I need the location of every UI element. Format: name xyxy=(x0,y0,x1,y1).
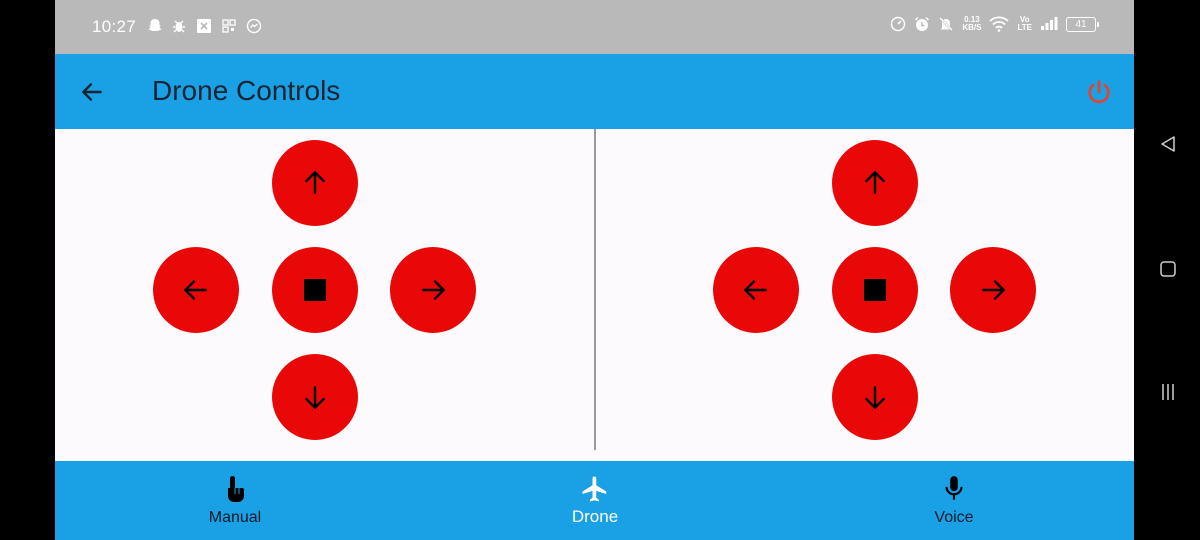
controls-area xyxy=(55,129,1134,461)
arrow-down-icon xyxy=(304,386,326,410)
battery-level: 41 xyxy=(1066,16,1096,32)
nav-item-manual[interactable]: Manual xyxy=(135,461,335,540)
app-screen: 10:27 xyxy=(55,0,1134,540)
bug-icon xyxy=(172,18,186,34)
net-speed-icon: 0.13 KB/S xyxy=(962,16,981,32)
microphone-icon xyxy=(945,476,963,500)
net-speed-value: 0.13 xyxy=(964,15,980,24)
x-notification-icon xyxy=(196,18,212,34)
nav-label-manual: Manual xyxy=(208,509,262,526)
left-pad-right-button[interactable] xyxy=(390,247,476,333)
wifi-icon xyxy=(989,16,1010,32)
home-square-icon xyxy=(1160,261,1176,277)
status-time: 10:27 xyxy=(92,17,137,36)
system-status-icons: 0.13 KB/S Vo LTE 41 xyxy=(890,16,1099,32)
recents-menu-icon xyxy=(1162,384,1174,400)
signal-icon xyxy=(1040,17,1058,31)
left-pad-left-button[interactable] xyxy=(153,247,239,333)
power-icon xyxy=(1088,80,1110,104)
qr-icon xyxy=(222,19,236,33)
left-control-pad xyxy=(152,129,482,461)
right-pad-up-button[interactable] xyxy=(832,140,918,226)
system-navigation-bar xyxy=(1134,0,1200,540)
stop-icon xyxy=(864,279,886,301)
arrow-left-icon xyxy=(743,279,767,301)
system-back-button[interactable] xyxy=(1157,133,1179,155)
back-button[interactable] xyxy=(77,77,107,107)
arrow-up-icon xyxy=(864,170,886,194)
volte-top: Vo xyxy=(1019,15,1030,24)
status-bar: 10:27 xyxy=(55,0,1134,54)
nav-label-voice: Voice xyxy=(934,509,974,526)
alarm-icon xyxy=(914,16,930,32)
stop-icon xyxy=(304,279,326,301)
app-bar: Drone Controls xyxy=(55,54,1134,129)
battery-icon: 41 xyxy=(1066,16,1099,32)
vertical-divider xyxy=(594,129,596,450)
system-recents-button[interactable] xyxy=(1157,381,1179,403)
net-speed-unit: KB/S xyxy=(962,23,982,32)
arrow-right-icon xyxy=(422,279,446,301)
touch-hand-icon xyxy=(228,476,244,502)
airplane-icon xyxy=(582,476,607,502)
left-pad-stop-button[interactable] xyxy=(272,247,358,333)
nav-item-drone[interactable]: Drone xyxy=(495,461,695,540)
arrow-up-icon xyxy=(304,170,326,194)
right-pad-right-button[interactable] xyxy=(950,247,1036,333)
nav-item-voice[interactable]: Voice xyxy=(854,461,1054,540)
back-triangle-icon xyxy=(1161,136,1175,152)
right-pad-stop-button[interactable] xyxy=(832,247,918,333)
right-pad-left-button[interactable] xyxy=(713,247,799,333)
system-home-button[interactable] xyxy=(1157,258,1179,280)
power-button[interactable] xyxy=(1084,77,1114,107)
arrow-down-icon xyxy=(864,386,886,410)
arrow-left-icon xyxy=(82,83,102,101)
right-pad-down-button[interactable] xyxy=(832,354,918,440)
volte-icon: Vo LTE xyxy=(1017,16,1032,32)
nav-label-drone: Drone xyxy=(571,507,619,526)
snapchat-icon xyxy=(148,18,162,34)
right-control-pad xyxy=(712,129,1042,461)
arrow-left-icon xyxy=(183,279,207,301)
page-title: Drone Controls xyxy=(152,75,341,106)
bottom-navigation: Manual Drone Voice xyxy=(55,461,1134,540)
volte-bottom: LTE xyxy=(1017,23,1032,32)
left-pad-up-button[interactable] xyxy=(272,140,358,226)
speedometer-icon xyxy=(890,16,906,32)
mute-bell-icon xyxy=(938,16,954,32)
messenger-icon xyxy=(246,18,262,34)
arrow-right-icon xyxy=(982,279,1006,301)
notification-icons xyxy=(148,18,262,34)
left-pad-down-button[interactable] xyxy=(272,354,358,440)
